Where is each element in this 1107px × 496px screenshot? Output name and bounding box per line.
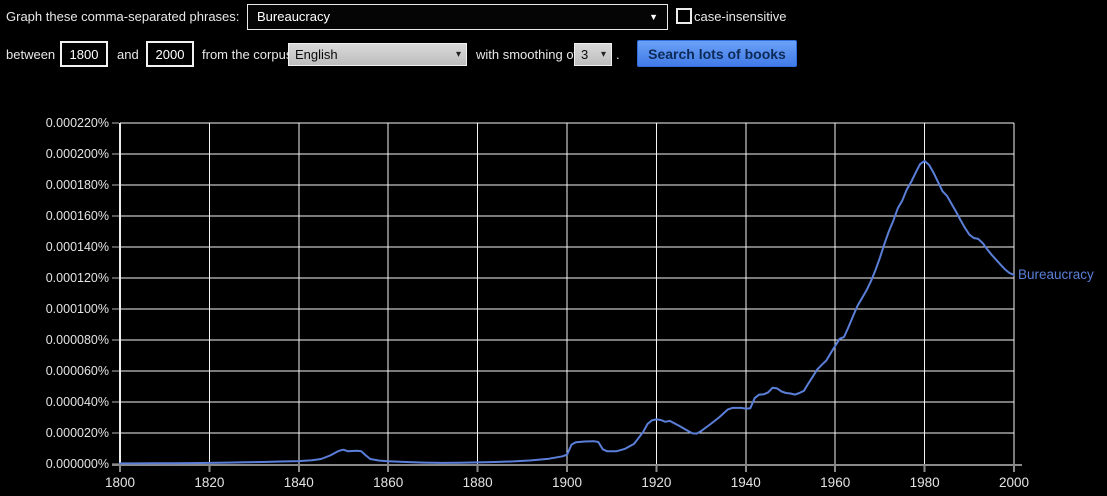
select-caret-icon: ▾: [455, 49, 461, 60]
x-tick-label: 2000: [999, 475, 1029, 490]
y-tick-label: 0.000060%: [46, 364, 109, 378]
sentence-period-text: .: [616, 47, 620, 62]
x-tick-label: 1980: [910, 475, 940, 490]
x-tick-label: 1900: [552, 475, 582, 490]
x-tick-label: 1820: [194, 475, 224, 490]
x-tick-label: 1880: [463, 475, 493, 490]
series-end-label: Bureaucracy: [1018, 267, 1094, 282]
and-label: and: [117, 47, 139, 62]
y-tick-label: 0.000140%: [46, 240, 109, 254]
x-tick-label: 1840: [284, 475, 314, 490]
y-tick-label: 0.000040%: [46, 395, 109, 409]
phrase-combobox[interactable]: Bureaucracy ▼: [247, 4, 668, 30]
x-tick-label: 1860: [373, 475, 403, 490]
between-label: between: [6, 47, 56, 62]
combobox-caret-icon[interactable]: ▼: [649, 12, 658, 22]
smoothing-label: with smoothing of: [476, 47, 578, 62]
y-tick-label: 0.000100%: [46, 302, 109, 316]
y-tick-label: 0.000020%: [46, 426, 109, 440]
y-tick-label: 0.000220%: [46, 116, 109, 130]
x-tick-label: 1940: [731, 475, 761, 490]
smoothing-select[interactable]: 3 ▾: [574, 43, 612, 66]
corpus-select[interactable]: English ▾: [288, 43, 467, 66]
y-tick-label: 0.000160%: [46, 209, 109, 223]
corpus-selected-value: English: [295, 47, 338, 62]
search-button[interactable]: Search lots of books: [637, 40, 797, 67]
case-insensitive-checkbox[interactable]: [676, 8, 692, 24]
y-tick-label: 0.000120%: [46, 271, 109, 285]
x-tick-label: 1800: [105, 475, 135, 490]
case-insensitive-label: case-insensitive: [694, 9, 787, 24]
year-from-input[interactable]: [60, 41, 108, 67]
select-caret-icon: ▾: [600, 49, 606, 60]
x-tick-label: 1960: [820, 475, 850, 490]
y-tick-label: 0.000000%: [46, 457, 109, 471]
y-tick-label: 0.000200%: [46, 147, 109, 161]
smoothing-selected-value: 3: [581, 47, 589, 62]
x-tick-label: 1920: [641, 475, 671, 490]
series-line-bureaucracy: [119, 160, 1015, 465]
corpus-label: from the corpus: [202, 47, 293, 62]
phrase-value: Bureaucracy: [257, 9, 330, 24]
y-tick-label: 0.000080%: [46, 333, 109, 347]
ngram-chart: 0.000000% 0.000020% 0.000040% 0.000060% 0.00…: [46, 116, 1094, 490]
y-tick-label: 0.000180%: [46, 178, 109, 192]
phrase-label: Graph these comma-separated phrases:: [6, 9, 240, 24]
year-to-input[interactable]: [146, 41, 194, 67]
